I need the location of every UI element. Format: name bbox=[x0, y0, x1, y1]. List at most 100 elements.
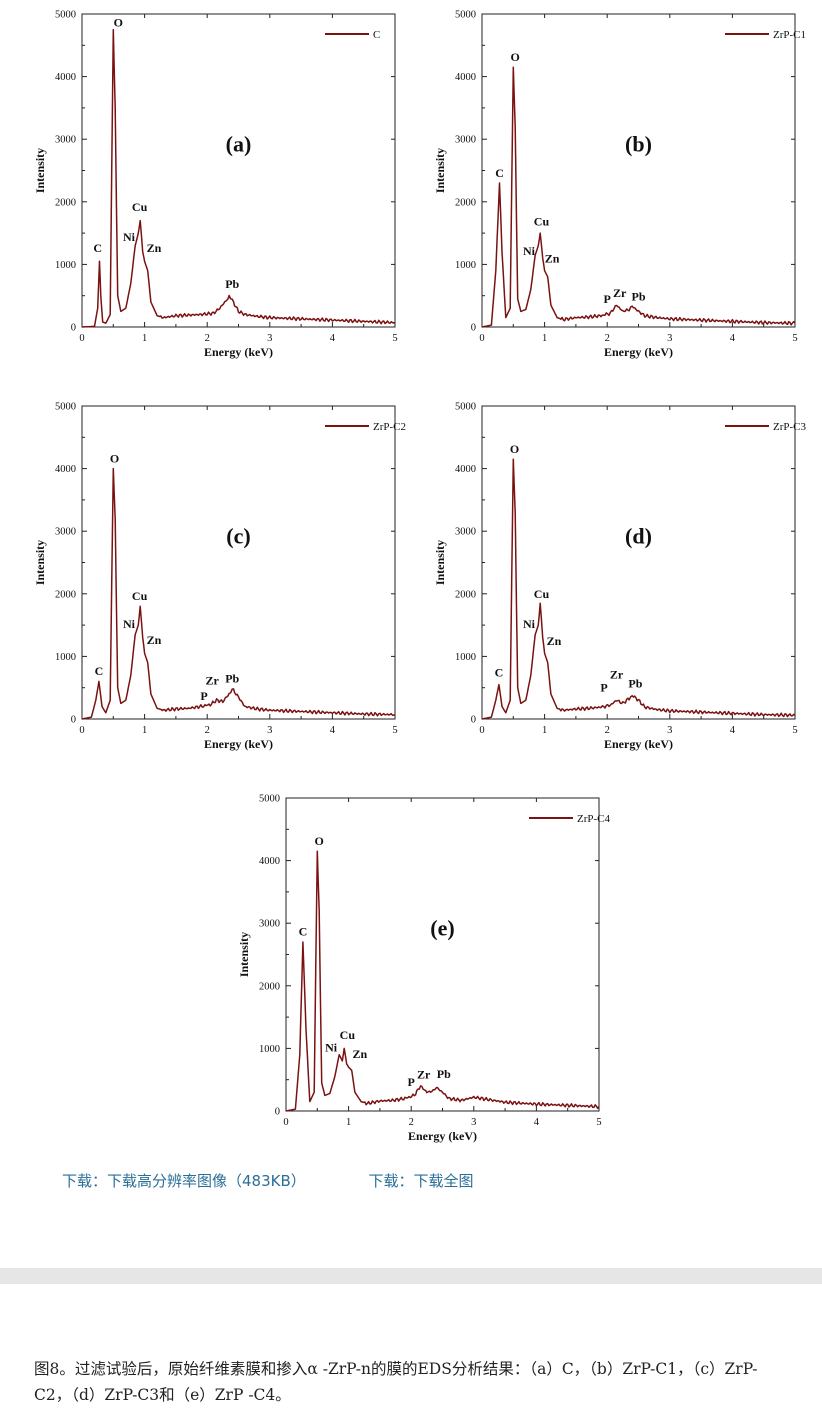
x-tick-label: 0 bbox=[79, 333, 84, 344]
peak-label-cu: Cu bbox=[534, 215, 550, 229]
peak-label-c: C bbox=[93, 241, 102, 255]
peak-label-zn: Zn bbox=[547, 634, 562, 648]
eds-panel-b: 0 1000 2000 3000 4000 5000 0 1 2 3 4 5 Energy (keV) I… bbox=[433, 10, 806, 360]
x-axis-title: Energy (keV) bbox=[204, 345, 273, 359]
y-tick-label: 0 bbox=[471, 323, 476, 334]
x-tick-label: 1 bbox=[346, 1117, 351, 1128]
x-tick-label: 1 bbox=[542, 333, 547, 344]
download-links: 下载：下载高分辨率图像（483KB） 下载：下载全图 bbox=[62, 1170, 474, 1191]
y-tick-label: 3000 bbox=[455, 527, 476, 538]
x-tick-label: 4 bbox=[534, 1117, 540, 1128]
y-tick-label: 4000 bbox=[259, 856, 280, 867]
peak-label-pb: Pb bbox=[628, 677, 642, 691]
peak-label-o: O bbox=[510, 442, 519, 456]
series-line-zrp-c2 bbox=[81, 467, 396, 720]
peak-label-zr: Zr bbox=[613, 286, 627, 300]
peak-label-cu: Cu bbox=[340, 1028, 356, 1042]
y-tick-label: 5000 bbox=[455, 402, 476, 413]
peak-label-o: O bbox=[110, 451, 119, 465]
y-tick-label: 0 bbox=[471, 715, 476, 726]
y-tick-label: 5000 bbox=[259, 794, 280, 805]
series-line-zrp-c4 bbox=[285, 850, 600, 1112]
y-tick-label: 3000 bbox=[259, 919, 280, 930]
legend-label: ZrP-C2 bbox=[373, 421, 406, 433]
peak-label-cu: Cu bbox=[132, 589, 148, 603]
y-tick-label: 0 bbox=[71, 323, 76, 334]
y-tick-label: 5000 bbox=[55, 10, 76, 21]
eds-panel-e: 0 1000 2000 3000 4000 5000 0 1 2 3 4 5 Energy (keV) I… bbox=[237, 794, 611, 1144]
x-tick-label: 2 bbox=[205, 725, 210, 736]
y-tick-label: 3000 bbox=[455, 135, 476, 146]
y-tick-label: 1000 bbox=[259, 1044, 280, 1055]
y-axis-title: Intensity bbox=[33, 148, 47, 193]
peak-label-zn: Zn bbox=[353, 1047, 368, 1061]
peak-label-cu: Cu bbox=[534, 587, 550, 601]
series-line-zrp-c3 bbox=[481, 458, 796, 720]
panel-label: (b) bbox=[625, 132, 652, 157]
x-tick-label: 5 bbox=[792, 333, 797, 344]
peak-label-c: C bbox=[95, 664, 104, 678]
y-tick-label: 4000 bbox=[55, 72, 76, 83]
x-tick-label: 4 bbox=[730, 333, 736, 344]
peak-label-zn: Zn bbox=[147, 241, 162, 255]
y-tick-label: 2000 bbox=[55, 589, 76, 600]
y-tick-label: 1000 bbox=[455, 652, 476, 663]
x-tick-label: 1 bbox=[542, 725, 547, 736]
peak-label-pb: Pb bbox=[631, 290, 645, 304]
legend-label: ZrP-C4 bbox=[577, 813, 611, 825]
y-tick-label: 2000 bbox=[455, 589, 476, 600]
x-axis-title: Energy (keV) bbox=[604, 737, 673, 751]
x-tick-label: 1 bbox=[142, 333, 147, 344]
panel-label: (e) bbox=[430, 916, 454, 941]
eds-panel-c: 0 1000 2000 3000 4000 5000 0 1 2 3 4 5 Energy (keV) I… bbox=[33, 402, 406, 752]
y-tick-label: 0 bbox=[275, 1107, 280, 1118]
y-axis-title: Intensity bbox=[33, 540, 47, 585]
plot-frame bbox=[285, 797, 600, 1112]
y-tick-label: 3000 bbox=[55, 527, 76, 538]
x-tick-label: 2 bbox=[605, 333, 610, 344]
peak-label-p: P bbox=[600, 680, 607, 694]
y-tick-label: 2000 bbox=[455, 197, 476, 208]
x-axis-title: Energy (keV) bbox=[408, 1129, 477, 1143]
plot-frame bbox=[481, 13, 796, 328]
y-axis-title: Intensity bbox=[237, 932, 251, 977]
x-tick-label: 2 bbox=[605, 725, 610, 736]
series-line-zrp-c1 bbox=[481, 66, 796, 328]
x-tick-label: 5 bbox=[392, 725, 397, 736]
x-tick-label: 2 bbox=[409, 1117, 414, 1128]
peak-label-c: C bbox=[495, 166, 504, 180]
x-tick-label: 1 bbox=[142, 725, 147, 736]
x-axis-title: Energy (keV) bbox=[204, 737, 273, 751]
download-full-link[interactable]: 下载：下载全图 bbox=[368, 1172, 474, 1190]
panel-label: (d) bbox=[625, 524, 652, 549]
x-tick-label: 3 bbox=[667, 333, 672, 344]
figure-caption: 图8。过滤试验后，原始纤维素膜和掺入α -ZrP-n的膜的EDS分析结果：（a）… bbox=[34, 1360, 758, 1404]
peak-label-pb: Pb bbox=[225, 672, 239, 686]
eds-panel-a: 0 1000 2000 3000 4000 5000 0 1 2 3 4 5 Energy (keV) I… bbox=[33, 10, 398, 360]
peak-label-ni: Ni bbox=[325, 1041, 338, 1055]
x-tick-label: 2 bbox=[205, 333, 210, 344]
y-tick-label: 2000 bbox=[55, 197, 76, 208]
y-tick-label: 4000 bbox=[455, 72, 476, 83]
legend-label: ZrP-C1 bbox=[773, 29, 806, 41]
download-high-res-link[interactable]: 下载：下载高分辨率图像（483KB） bbox=[62, 1172, 306, 1190]
y-tick-label: 0 bbox=[71, 715, 76, 726]
peak-label-o: O bbox=[315, 834, 324, 848]
peak-label-zr: Zr bbox=[610, 667, 624, 681]
x-tick-label: 3 bbox=[471, 1117, 476, 1128]
section-divider bbox=[0, 1268, 822, 1284]
x-tick-label: 5 bbox=[792, 725, 797, 736]
legend-label: C bbox=[373, 29, 380, 41]
series-line-c bbox=[81, 28, 396, 328]
peak-label-p: P bbox=[408, 1075, 415, 1089]
y-tick-label: 4000 bbox=[455, 464, 476, 475]
y-tick-label: 1000 bbox=[55, 652, 76, 663]
peak-label-pb: Pb bbox=[225, 277, 239, 291]
panel-label: (c) bbox=[226, 524, 250, 549]
peak-label-zr: Zr bbox=[206, 674, 220, 688]
x-tick-label: 4 bbox=[330, 333, 336, 344]
x-tick-label: 0 bbox=[283, 1117, 288, 1128]
x-tick-label: 0 bbox=[479, 725, 484, 736]
peak-label-ni: Ni bbox=[123, 617, 136, 631]
y-tick-label: 5000 bbox=[455, 10, 476, 21]
